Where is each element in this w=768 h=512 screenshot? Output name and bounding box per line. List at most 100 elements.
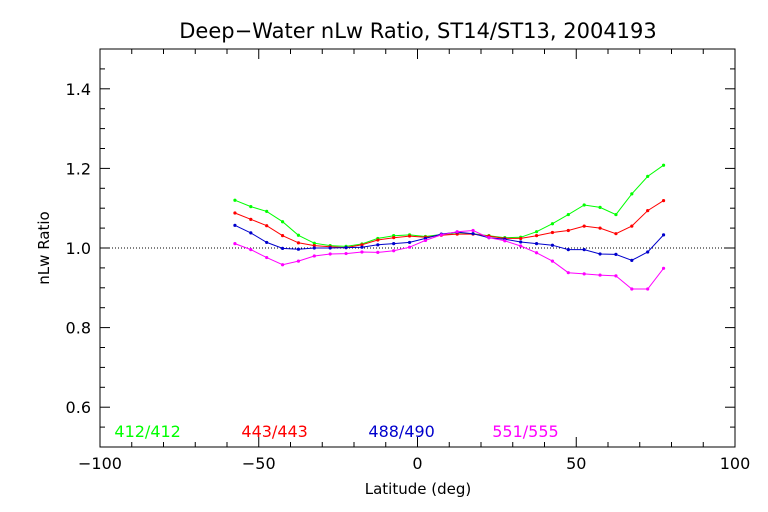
x-tick-label: −50 bbox=[242, 454, 276, 473]
data-point bbox=[233, 242, 237, 246]
y-tick-label: 0.8 bbox=[66, 319, 91, 338]
data-point bbox=[265, 240, 269, 245]
data-point bbox=[392, 249, 396, 253]
data-point bbox=[471, 232, 475, 236]
data-point bbox=[614, 232, 618, 236]
data-point bbox=[360, 245, 364, 249]
plot-frame bbox=[99, 48, 736, 448]
data-point bbox=[328, 252, 332, 256]
data-point bbox=[487, 236, 491, 240]
data-point bbox=[392, 242, 396, 246]
y-axis-label: nLw Ratio bbox=[35, 211, 53, 284]
data-point bbox=[296, 233, 301, 237]
data-point bbox=[534, 242, 539, 246]
data-point bbox=[646, 250, 650, 254]
data-point bbox=[407, 234, 412, 238]
data-point bbox=[407, 240, 412, 245]
data-point bbox=[280, 246, 285, 250]
x-tick-label: 100 bbox=[720, 454, 751, 473]
data-point bbox=[646, 287, 650, 291]
data-point bbox=[582, 247, 586, 252]
legend-entry: 412/412 bbox=[114, 422, 180, 441]
data-point bbox=[550, 243, 555, 247]
data-point bbox=[344, 251, 348, 256]
data-point bbox=[519, 236, 523, 241]
data-point bbox=[249, 231, 253, 235]
data-point bbox=[265, 209, 269, 213]
data-point bbox=[392, 236, 396, 240]
series-1 bbox=[233, 163, 666, 249]
data-point bbox=[534, 234, 539, 238]
data-point bbox=[534, 230, 539, 234]
data-point bbox=[646, 174, 650, 178]
data-point bbox=[233, 198, 237, 202]
data-point bbox=[312, 246, 316, 250]
data-point bbox=[598, 252, 602, 256]
data-point bbox=[550, 230, 555, 235]
x-tick-label: 0 bbox=[412, 454, 422, 473]
data-point bbox=[312, 244, 316, 248]
data-point bbox=[614, 274, 618, 278]
series-4 bbox=[233, 228, 666, 291]
data-point bbox=[423, 238, 428, 243]
data-point bbox=[582, 272, 586, 276]
data-point bbox=[280, 234, 285, 238]
data-point bbox=[661, 266, 666, 270]
data-point bbox=[312, 241, 316, 245]
data-point bbox=[661, 233, 666, 237]
data-point bbox=[630, 192, 634, 196]
data-point bbox=[233, 211, 237, 215]
data-point bbox=[614, 212, 618, 217]
series-layer bbox=[233, 163, 666, 291]
x-tick-label: −100 bbox=[78, 454, 122, 473]
data-point bbox=[598, 205, 602, 210]
data-point bbox=[265, 255, 269, 260]
legend-entry: 488/490 bbox=[368, 422, 434, 441]
data-point bbox=[280, 263, 285, 267]
data-point bbox=[519, 244, 523, 248]
data-point bbox=[455, 230, 459, 234]
data-point bbox=[630, 287, 634, 291]
series-line bbox=[234, 229, 664, 290]
data-point bbox=[661, 163, 666, 167]
data-point bbox=[280, 220, 285, 224]
y-tick-label: 1.0 bbox=[66, 239, 91, 258]
data-point bbox=[566, 228, 570, 233]
data-point bbox=[598, 226, 602, 230]
data-point bbox=[249, 205, 253, 209]
legend-entry: 443/443 bbox=[241, 422, 307, 441]
data-point bbox=[566, 271, 570, 275]
legend: 412/412 443/443 488/490 551/555 bbox=[114, 422, 558, 441]
data-point bbox=[614, 252, 618, 256]
x-axis-label: Latitude (deg) bbox=[365, 480, 471, 498]
data-point bbox=[296, 247, 301, 251]
axis-ticks bbox=[99, 48, 736, 448]
data-point bbox=[503, 239, 507, 243]
data-point bbox=[646, 208, 650, 213]
data-point bbox=[296, 259, 301, 263]
data-point bbox=[344, 246, 348, 250]
data-point bbox=[661, 199, 666, 203]
x-tick-label: 50 bbox=[566, 454, 586, 473]
data-point bbox=[233, 223, 237, 227]
data-point bbox=[360, 250, 364, 254]
series-line bbox=[234, 164, 664, 247]
data-point bbox=[376, 250, 380, 254]
data-point bbox=[582, 203, 586, 207]
axis-tick-labels: −100 −50 0 50 100 0.6 0.8 1.0 1.2 1.4 bbox=[66, 80, 751, 473]
data-point bbox=[407, 245, 412, 249]
data-point bbox=[471, 228, 475, 233]
y-tick-label: 1.4 bbox=[66, 80, 91, 99]
legend-entry: 551/555 bbox=[492, 422, 558, 441]
data-point bbox=[439, 233, 443, 237]
data-point bbox=[265, 224, 269, 228]
data-point bbox=[519, 240, 523, 244]
data-point bbox=[249, 217, 253, 221]
y-tick-label: 0.6 bbox=[66, 398, 91, 417]
data-point bbox=[566, 247, 570, 252]
series-line bbox=[234, 200, 664, 249]
data-point bbox=[550, 259, 555, 263]
data-point bbox=[566, 212, 570, 217]
data-point bbox=[360, 243, 364, 247]
